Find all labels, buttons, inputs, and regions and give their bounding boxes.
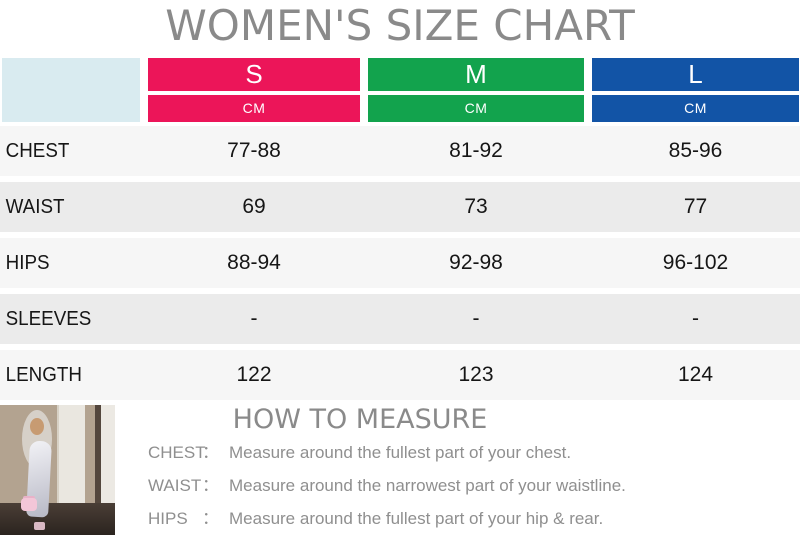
size-value: 123: [458, 363, 494, 386]
photo-floor: [0, 503, 115, 535]
measure-item-waist: WAIST： Measure around the narrowest part …: [148, 476, 788, 495]
measure-colon: ：: [202, 443, 219, 462]
row-label: CHEST: [5, 139, 70, 162]
row-label: WAIST: [5, 195, 65, 218]
size-header-row: S M L: [148, 58, 799, 91]
table-row-hips: HIPS 88-94 92-98 96-102: [0, 238, 800, 288]
unit-cell-s: CM: [148, 95, 360, 122]
size-value: 122: [236, 363, 272, 386]
size-value: 73: [464, 195, 488, 218]
measure-item-hips: HIPS ： Measure around the fullest part of …: [148, 509, 788, 528]
size-value: 124: [677, 363, 714, 386]
measure-item-chest: CHEST： Measure around the fullest part of…: [148, 443, 788, 462]
how-to-measure-title: HOW TO MEASURE: [232, 404, 488, 435]
unit-cell-l: CM: [592, 95, 799, 122]
measure-list: CHEST： Measure around the fullest part of…: [148, 443, 788, 538]
size-value: -: [250, 307, 258, 330]
photo-shoes: [34, 522, 45, 530]
measure-text: Measure around the fullest part of your …: [229, 509, 604, 528]
table-row-sleeves: SLEEVES - - -: [0, 294, 800, 344]
table-row-length: LENGTH 122 123 124: [0, 350, 800, 400]
row-label: SLEEVES: [5, 307, 92, 330]
size-value: 77-88: [227, 139, 281, 162]
measure-text: Measure around the fullest part of your …: [229, 443, 572, 462]
measure-text: Measure around the narrowest part of you…: [229, 476, 626, 495]
measure-colon: ：: [202, 476, 219, 495]
page-title: WOMEN'S SIZE CHART: [165, 1, 635, 50]
photo-door-gap: [95, 405, 101, 515]
table-header: S M L CM CM CM: [0, 58, 800, 122]
size-value: 92-98: [449, 251, 503, 274]
measure-colon: ：: [202, 509, 219, 528]
column-header-m: M: [368, 58, 584, 91]
size-value: 85-96: [668, 139, 723, 162]
table-row-waist: WAIST 69 73 77: [0, 182, 800, 232]
photo-door-frame: [101, 405, 115, 517]
size-value: 81-92: [449, 139, 503, 162]
model-photo: [0, 405, 115, 535]
size-value: 77: [683, 195, 708, 218]
table-row-chest: CHEST 77-88 81-92 85-96: [0, 126, 800, 176]
size-value: -: [692, 307, 699, 330]
how-to-measure-section: HOW TO MEASURE CHEST： Measure around the …: [0, 404, 800, 538]
photo-handbag: [21, 498, 37, 511]
unit-header-row: CM CM CM: [148, 95, 799, 122]
size-value: 88-94: [227, 251, 281, 274]
measure-label: WAIST: [148, 476, 202, 495]
photo-model-face: [30, 418, 44, 435]
measure-label: HIPS: [148, 509, 188, 528]
row-label: LENGTH: [5, 363, 82, 386]
size-value: 96-102: [662, 251, 729, 274]
size-chart-table: S M L CM CM CM CHEST 77-88 81-92 85-96 W…: [0, 58, 800, 406]
row-label: HIPS: [5, 251, 50, 274]
corner-cell: [2, 58, 140, 122]
measure-label: CHEST: [148, 443, 206, 462]
size-value: -: [472, 307, 480, 330]
size-value: 69: [242, 195, 266, 218]
column-header-l: L: [592, 58, 799, 91]
unit-cell-m: CM: [368, 95, 584, 122]
column-header-s: S: [148, 58, 360, 91]
photo-door: [57, 405, 85, 509]
